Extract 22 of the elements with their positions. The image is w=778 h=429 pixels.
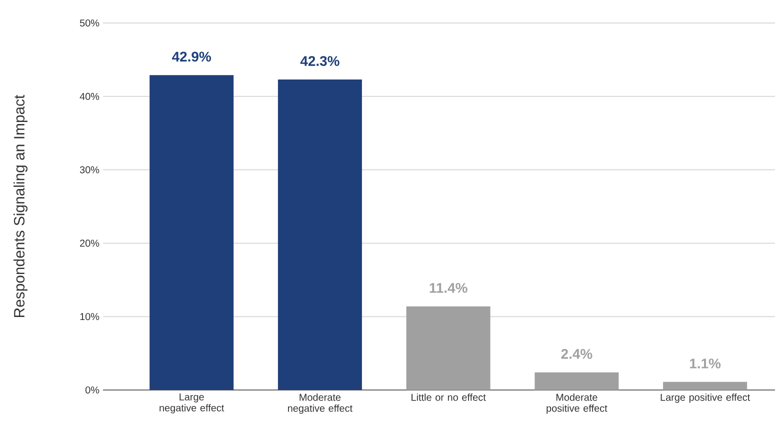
bar (150, 75, 234, 390)
y-tick-label: 20% (80, 240, 100, 247)
y-axis-title: Respondents Signaling an Impact (14, 94, 28, 318)
y-tick-label: 10% (80, 313, 100, 320)
y-tick-label: 30% (80, 166, 100, 174)
data-label: 11.4% (430, 282, 468, 293)
bar (406, 306, 490, 390)
bar (278, 80, 362, 390)
data-label: 42.3% (300, 56, 340, 66)
x-tick-label: Moderate positive effect (546, 394, 608, 414)
data-label: 2.4% (561, 349, 592, 359)
bar (663, 382, 748, 390)
y-tick-label: 50% (80, 19, 100, 27)
bar (534, 372, 619, 390)
y-tick-label: 0% (85, 386, 100, 394)
y-tick-label: 40% (80, 92, 100, 100)
x-tick-label: Large negative effect (160, 394, 224, 414)
x-tick-label: Little or no effect (412, 394, 486, 401)
x-tick-label: Moderate negative effect (288, 394, 352, 414)
data-label: 1.1% (690, 358, 721, 368)
x-tick-label: Large positive effect (660, 394, 750, 403)
data-label: 42.9% (172, 52, 211, 62)
